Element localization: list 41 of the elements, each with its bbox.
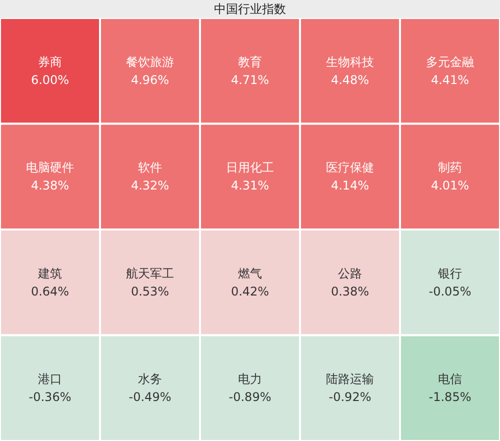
category-label: 制药 xyxy=(438,160,462,175)
data-label: 0.38% xyxy=(330,284,370,298)
category-label: 电脑硬件 xyxy=(26,160,74,175)
category-label: 电信 xyxy=(438,372,462,386)
category-label: 医疗保健 xyxy=(326,160,374,175)
category-label: 航天军工 xyxy=(126,266,174,280)
data-label: -0.92% xyxy=(328,390,372,404)
category-label: 生物科技 xyxy=(326,54,374,69)
data-label: 6.00% xyxy=(30,72,70,87)
category-label: 多元金融 xyxy=(426,54,474,69)
data-label: 4.41% xyxy=(430,72,470,87)
data-label: -1.85% xyxy=(428,390,472,404)
data-label: 0.53% xyxy=(130,284,170,298)
data-label: 4.31% xyxy=(230,178,270,193)
category-label: 银行 xyxy=(437,266,462,280)
category-label: 日用化工 xyxy=(226,160,274,175)
data-label: -0.36% xyxy=(28,390,72,404)
category-label: 券商 xyxy=(38,54,62,69)
category-label: 公路 xyxy=(338,266,362,280)
category-label: 建筑 xyxy=(37,266,62,280)
data-label: 4.96% xyxy=(130,72,170,87)
category-label: 教育 xyxy=(238,54,262,69)
category-label: 燃气 xyxy=(238,266,262,280)
data-label: 4.38% xyxy=(30,178,70,193)
data-label: 4.71% xyxy=(230,72,270,87)
data-label: 4.01% xyxy=(430,178,470,193)
data-label: 4.48% xyxy=(330,72,370,87)
category-label: 餐饮旅游 xyxy=(126,54,174,69)
data-label: -0.89% xyxy=(228,390,272,404)
data-label: -0.05% xyxy=(428,284,472,298)
category-label: 软件 xyxy=(138,160,162,175)
data-label: 0.42% xyxy=(230,284,270,298)
data-label: 4.32% xyxy=(130,178,170,193)
category-label: 港口 xyxy=(38,372,62,386)
category-label: 陆路运输 xyxy=(326,372,374,386)
category-label: 水务 xyxy=(138,372,162,386)
text: 中国行业指数 xyxy=(0,0,500,18)
data-label: 0.64% xyxy=(30,284,70,298)
data-label: 4.14% xyxy=(330,178,370,193)
category-label: 电力 xyxy=(238,372,262,386)
data-label: -0.49% xyxy=(128,390,172,404)
